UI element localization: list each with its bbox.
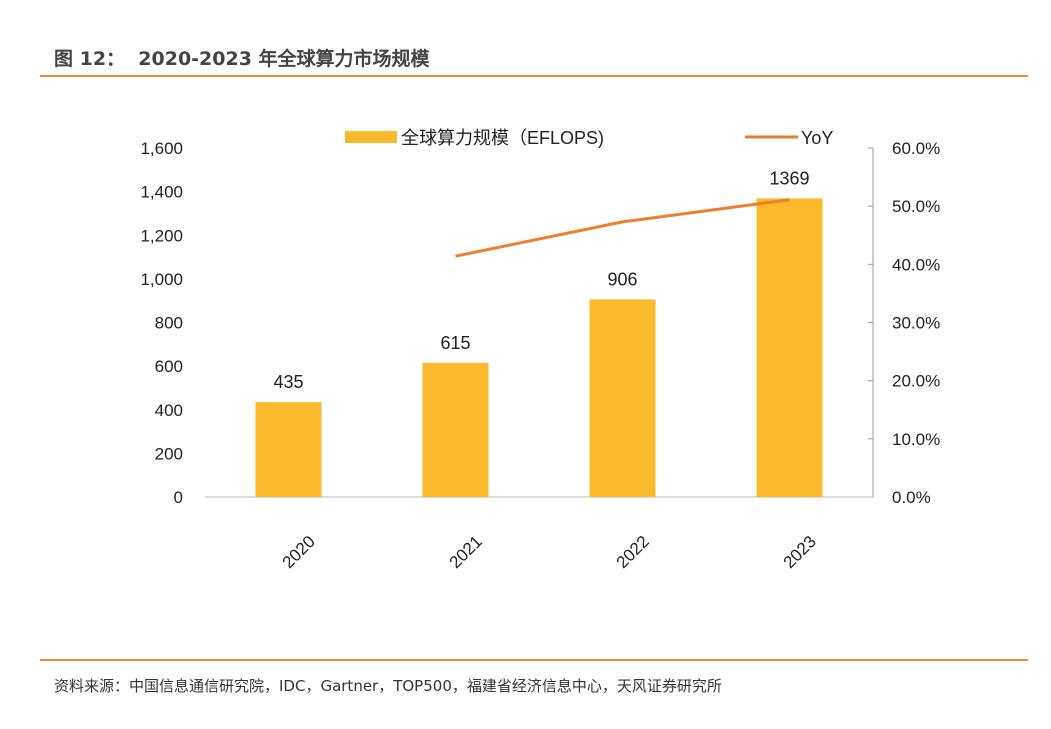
legend-line-label: YoY	[801, 128, 833, 148]
left-axis-tick-label: 1,000	[140, 270, 183, 289]
source-note: 资料来源：中国信息通信研究院，IDC，Gartner，TOP500，福建省经济信…	[54, 677, 722, 695]
left-axis-tick-label: 400	[155, 401, 183, 420]
bar	[255, 402, 322, 497]
right-axis-tick-label: 50.0%	[892, 197, 940, 216]
title-divider	[40, 75, 1028, 77]
right-axis-tick-label: 60.0%	[892, 139, 940, 158]
left-axis-tick-label: 200	[155, 444, 183, 463]
bar	[756, 198, 823, 497]
bar	[589, 299, 656, 497]
yoy-line	[455, 198, 790, 258]
left-axis-tick-label: 1,600	[140, 139, 183, 158]
bar-data-label: 615	[440, 333, 470, 353]
left-axis-tick-label: 1,200	[140, 226, 183, 245]
x-axis-tick-label: 2020	[279, 532, 319, 572]
right-axis-tick-label: 30.0%	[892, 314, 940, 333]
bar	[422, 362, 489, 497]
left-axis-tick-label: 800	[155, 314, 183, 333]
left-axis-tick-label: 600	[155, 357, 183, 376]
figure-title: 图 12： 2020-2023 年全球算力市场规模	[54, 48, 430, 70]
right-axis-tick-label: 40.0%	[892, 255, 940, 274]
right-axis-tick-label: 10.0%	[892, 430, 940, 449]
x-axis-tick-label: 2021	[446, 532, 486, 572]
bar-data-label: 435	[273, 372, 303, 392]
x-axis-tick-label: 2022	[613, 532, 653, 572]
left-axis-tick-label: 0	[174, 488, 183, 507]
left-axis-tick-label: 1,400	[140, 183, 183, 202]
bar-data-label: 906	[607, 269, 637, 289]
right-axis-tick-label: 0.0%	[892, 488, 931, 507]
x-axis-tick-label: 2023	[780, 532, 820, 572]
legend-bar-label: 全球算力规模（EFLOPS)	[401, 128, 604, 148]
right-axis-tick-label: 20.0%	[892, 372, 940, 391]
bar-data-label: 1369	[769, 168, 809, 188]
footer-divider	[40, 659, 1028, 661]
legend-bar-swatch	[345, 131, 397, 143]
